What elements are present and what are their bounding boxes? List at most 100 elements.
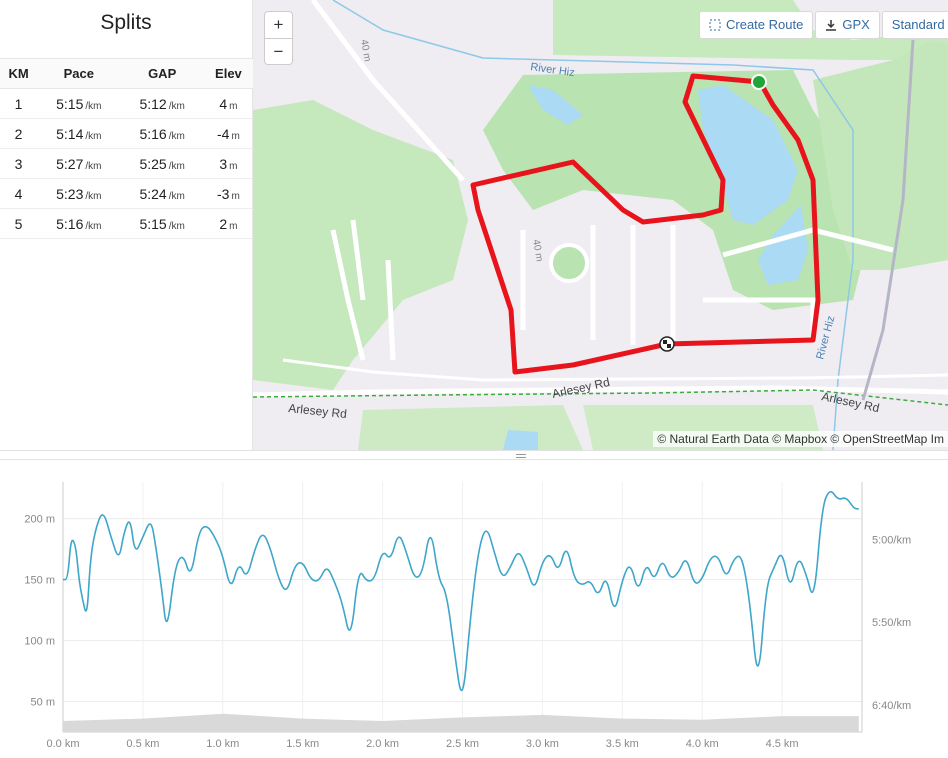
railway	[861, 39, 915, 401]
split-gap-unit: /km	[168, 160, 185, 172]
split-km-value: 5	[14, 215, 23, 232]
split-km: 1	[0, 88, 38, 119]
x-tick-label: 1.5 km	[286, 738, 319, 750]
split-row[interactable]: 5 5:16/km 5:15/km 2 m	[0, 208, 253, 239]
split-elev-value: -4	[217, 125, 230, 142]
split-elev: -4 m	[203, 118, 253, 149]
split-elev-unit: m	[231, 190, 240, 202]
route-icon	[709, 19, 721, 31]
split-gap-unit: /km	[168, 130, 185, 142]
start-marker[interactable]	[751, 74, 767, 90]
split-gap-unit: /km	[168, 190, 185, 202]
lake-main	[698, 85, 798, 225]
split-pace-value: 5:16	[56, 215, 84, 232]
route-map[interactable]: River Hiz River Hiz Arlesey Rd Arlesey R…	[253, 0, 948, 450]
split-pace: 5:27/km	[37, 148, 121, 179]
gpx-label: GPX	[842, 17, 870, 32]
split-gap-value: 5:24	[139, 185, 167, 202]
split-pace-unit: /km	[85, 130, 102, 142]
map-style-button[interactable]: Standard Ma	[881, 11, 948, 39]
split-pace-unit: /km	[85, 100, 102, 112]
split-gap: 5:12/km	[120, 88, 204, 119]
split-gap-value: 5:12	[139, 95, 167, 112]
split-km: 2	[0, 118, 38, 149]
map-style-label: Standard Ma	[891, 17, 948, 32]
split-gap-unit: /km	[168, 220, 185, 232]
zoom-in-button[interactable]: +	[273, 15, 284, 34]
col-gap[interactable]: GAP	[120, 58, 204, 89]
chart-canvas[interactable]: 200 m 150 m 100 m 50 m 0.0 km 0.5 km 1.0 km 1.5…	[0, 460, 948, 758]
split-gap-value: 5:15	[139, 215, 167, 232]
woodland-east	[813, 40, 948, 270]
split-elev-value: 3	[219, 155, 228, 172]
woodland-west	[253, 100, 468, 390]
split-gap: 5:15/km	[120, 208, 204, 239]
road-lines-thin	[282, 358, 948, 382]
finish-marker[interactable]	[659, 336, 675, 352]
gpx-button[interactable]: GPX	[815, 11, 880, 39]
lake-east	[758, 205, 808, 285]
footpath	[253, 389, 948, 406]
create-route-button[interactable]: Create Route	[699, 11, 814, 39]
split-gap: 5:24/km	[120, 178, 204, 209]
x-tick-label: 4.5 km	[766, 738, 799, 750]
split-pace-unit: /km	[85, 220, 102, 232]
pond-south	[503, 430, 538, 450]
split-pace-value: 5:15	[56, 95, 84, 112]
x-tick-label: 1.0 km	[206, 738, 239, 750]
split-row[interactable]: 3 5:27/km 5:25/km 3 m	[0, 148, 253, 179]
split-row[interactable]: 4 5:23/km 5:24/km -3 m	[0, 178, 253, 209]
y-left-tick-label: 200 m	[24, 514, 55, 526]
split-pace-value: 5:27	[56, 155, 84, 172]
split-elev: -3 m	[203, 178, 253, 209]
y-right-tick-label: 5:50/km	[872, 617, 911, 629]
y-right-tick-label: 6:40/km	[872, 700, 911, 712]
split-km-value: 2	[14, 125, 23, 142]
y-left-tick-label: 100 m	[24, 636, 55, 648]
split-km-value: 4	[14, 185, 23, 202]
split-gap-value: 5:25	[139, 155, 167, 172]
split-pace-value: 5:23	[56, 185, 84, 202]
x-tick-label: 0.5 km	[126, 738, 159, 750]
split-km: 4	[0, 178, 38, 209]
col-pace[interactable]: Pace	[37, 58, 121, 89]
splits-title: Splits	[100, 11, 152, 34]
x-tick-label: 2.0 km	[366, 738, 399, 750]
split-row[interactable]: 1 5:15/km 5:12/km 4 m	[0, 88, 253, 119]
split-pace-unit: /km	[85, 160, 102, 172]
pace-line	[63, 490, 859, 692]
split-elev-unit: m	[231, 130, 240, 142]
split-elev-value: 2	[219, 215, 228, 232]
split-pace: 5:15/km	[37, 88, 121, 119]
y-right-tick-label: 5:00/km	[872, 534, 911, 546]
roundabout	[549, 243, 589, 283]
split-pace: 5:14/km	[37, 118, 121, 149]
split-km-value: 1	[14, 95, 23, 112]
split-row[interactable]: 2 5:14/km 5:16/km -4 m	[0, 118, 253, 149]
split-pace-unit: /km	[85, 190, 102, 202]
pace-elevation-chart[interactable]: 200 m 150 m 100 m 50 m 0.0 km 0.5 km 1.0 km 1.5…	[0, 460, 948, 758]
zoom-out-button[interactable]: −	[265, 38, 292, 64]
split-km: 3	[0, 148, 38, 179]
y-left-tick-label: 50 m	[31, 697, 55, 709]
map-attribution: © Natural Earth Data © Mapbox © OpenStre…	[653, 431, 948, 447]
col-km[interactable]: KM	[0, 58, 38, 89]
split-elev-value: -3	[217, 185, 230, 202]
create-route-label: Create Route	[726, 17, 804, 32]
col-elev[interactable]: Elev	[203, 58, 253, 89]
map-canvas[interactable]: River Hiz River Hiz Arlesey Rd Arlesey R…	[253, 0, 948, 450]
label-40m-2: 40 m	[530, 239, 545, 263]
road-network	[253, 0, 948, 398]
route-line	[470, 73, 821, 375]
splits-header-row: KM Pace GAP Elev	[0, 58, 253, 89]
splits-table: KM Pace GAP Elev 1 5:15/km 5:12/km 4 m 2 5:14/…	[0, 58, 253, 239]
split-elev-value: 4	[219, 95, 228, 112]
elevation-area	[63, 713, 859, 732]
split-elev-unit: m	[229, 220, 238, 232]
panel-resize-handle[interactable]	[0, 450, 948, 460]
river-hiz-line	[332, 0, 854, 450]
x-tick-label: 0.0 km	[46, 738, 79, 750]
